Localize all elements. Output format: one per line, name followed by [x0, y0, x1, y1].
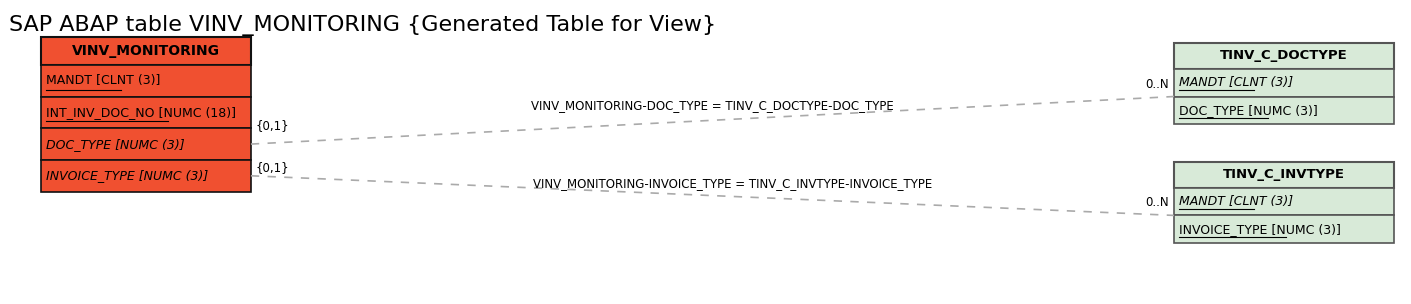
Text: INVOICE_TYPE [NUMC (3)]: INVOICE_TYPE [NUMC (3)] — [47, 169, 209, 182]
Text: TINV_C_INVTYPE: TINV_C_INVTYPE — [1223, 168, 1345, 181]
Text: DOC_TYPE [NUMC (3)]: DOC_TYPE [NUMC (3)] — [47, 138, 185, 150]
FancyBboxPatch shape — [41, 65, 251, 96]
Text: VINV_MONITORING: VINV_MONITORING — [72, 44, 220, 58]
FancyBboxPatch shape — [1174, 43, 1394, 69]
Text: SAP ABAP table VINV_MONITORING {Generated Table for View}: SAP ABAP table VINV_MONITORING {Generate… — [10, 15, 717, 36]
FancyBboxPatch shape — [1174, 216, 1394, 243]
FancyBboxPatch shape — [1174, 96, 1394, 124]
Text: {0,1}: {0,1} — [255, 161, 289, 174]
FancyBboxPatch shape — [41, 37, 251, 65]
Text: MANDT [CLNT (3)]: MANDT [CLNT (3)] — [1180, 195, 1294, 208]
Text: INVOICE_TYPE [NUMC (3)]: INVOICE_TYPE [NUMC (3)] — [1180, 223, 1340, 236]
Text: TINV_C_DOCTYPE: TINV_C_DOCTYPE — [1221, 49, 1348, 62]
Text: {0,1}: {0,1} — [255, 119, 289, 132]
Text: DOC_TYPE [NUMC (3)]: DOC_TYPE [NUMC (3)] — [1180, 104, 1318, 117]
Text: INT_INV_DOC_NO [NUMC (18)]: INT_INV_DOC_NO [NUMC (18)] — [47, 106, 236, 119]
FancyBboxPatch shape — [41, 128, 251, 160]
FancyBboxPatch shape — [1174, 69, 1394, 96]
Text: VINV_MONITORING-INVOICE_TYPE = TINV_C_INVTYPE-INVOICE_TYPE: VINV_MONITORING-INVOICE_TYPE = TINV_C_IN… — [533, 177, 933, 190]
Text: 0..N: 0..N — [1146, 196, 1170, 209]
FancyBboxPatch shape — [41, 160, 251, 192]
FancyBboxPatch shape — [1174, 162, 1394, 188]
Text: MANDT [CLNT (3)]: MANDT [CLNT (3)] — [1180, 76, 1294, 89]
FancyBboxPatch shape — [41, 96, 251, 128]
Text: VINV_MONITORING-DOC_TYPE = TINV_C_DOCTYPE-DOC_TYPE: VINV_MONITORING-DOC_TYPE = TINV_C_DOCTYP… — [531, 99, 893, 112]
FancyBboxPatch shape — [1174, 188, 1394, 216]
Text: 0..N: 0..N — [1146, 78, 1170, 91]
Text: MANDT [CLNT (3)]: MANDT [CLNT (3)] — [47, 74, 161, 87]
